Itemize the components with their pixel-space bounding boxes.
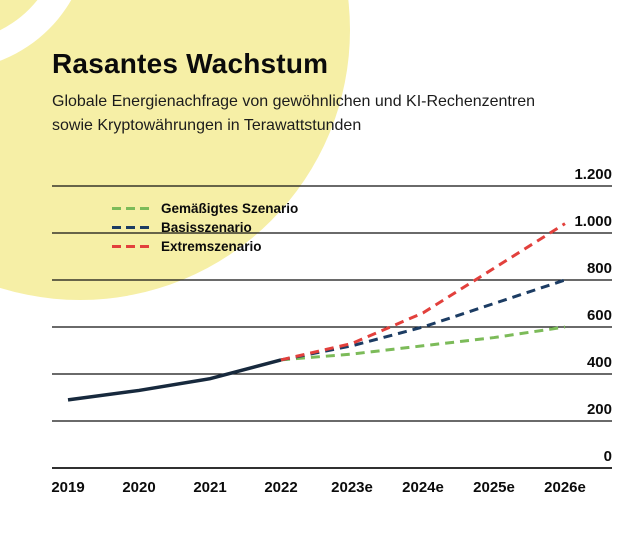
legend-label-gemaessigtes-szenario: Gemäßigtes Szenario xyxy=(161,201,299,216)
legend-item-extremszenario: Extremszenario xyxy=(112,237,298,256)
y-tick-label: 800 xyxy=(587,260,612,277)
legend-label-extremszenario: Extremszenario xyxy=(161,239,262,254)
series-extremszenario xyxy=(280,222,566,362)
legend-item-gemaessigtes-szenario: Gemäßigtes Szenario xyxy=(112,199,298,218)
series-basisszenario xyxy=(280,278,566,362)
legend-dash-blue-icon xyxy=(112,226,152,229)
chart-legend: Gemäßigtes Szenario Basisszenario Extrem… xyxy=(112,199,298,256)
x-axis-label-2019: 2019 xyxy=(51,479,84,496)
y-tick-label: 1.000 xyxy=(574,213,612,230)
series-historischer-verlauf xyxy=(67,358,282,402)
legend-item-basisszenario: Basisszenario xyxy=(112,218,298,237)
chart-subtitle-line-2: sowie Kryptowährungen in Terawattstunden xyxy=(52,117,362,134)
y-tick-label: 1.200 xyxy=(574,166,612,183)
y-tick-label: 200 xyxy=(587,401,612,418)
chart-subtitle-line-1: Globale Energienachfrage von gewöhnliche… xyxy=(52,93,535,110)
x-axis-label-2021: 2021 xyxy=(193,479,226,496)
x-axis-label-2025e: 2025e xyxy=(473,479,515,496)
y-tick-label: 0 xyxy=(604,448,612,465)
legend-label-basisszenario: Basisszenario xyxy=(161,220,252,235)
x-axis-label-2023e: 2023e xyxy=(331,479,373,496)
series-gemaessigtes-szenario xyxy=(280,325,566,362)
y-tick-label: 600 xyxy=(587,307,612,324)
legend-dash-red-icon xyxy=(112,245,152,248)
x-axis-label-2024e: 2024e xyxy=(402,479,444,496)
x-axis-label-2020: 2020 xyxy=(122,479,155,496)
x-axis-label-2022: 2022 xyxy=(264,479,297,496)
legend-dash-green-icon xyxy=(112,207,152,210)
chart-header: Rasantes Wachstum Globale Energienachfra… xyxy=(52,48,535,138)
x-axis-label-2026e: 2026e xyxy=(544,479,586,496)
chart-title: Rasantes Wachstum xyxy=(52,48,329,79)
y-tick-label: 400 xyxy=(587,354,612,371)
